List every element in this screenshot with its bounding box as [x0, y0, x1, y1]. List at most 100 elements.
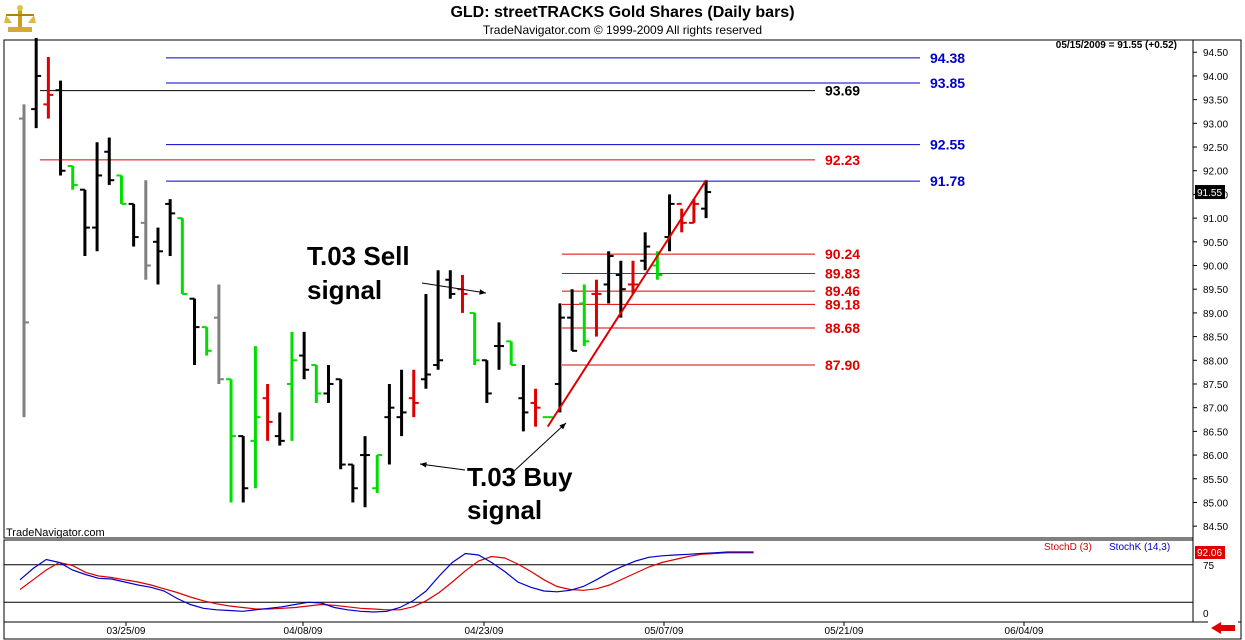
- ohlc-bar: [396, 369, 407, 437]
- ohlc-bar: [274, 412, 285, 446]
- x-tick-label: 03/25/09: [107, 626, 146, 637]
- ohlc-bar: [335, 378, 346, 470]
- y-tick-label: 90.50: [1203, 238, 1228, 249]
- ohlc-bar: [445, 270, 456, 299]
- ohlc-bar: [177, 217, 188, 295]
- ohlc-bar: [323, 365, 334, 403]
- ohlc-bar: [299, 331, 310, 380]
- level-label-93.69: 93.69: [825, 83, 860, 99]
- y-tick-label: 85.00: [1203, 498, 1228, 509]
- ohlc-bar: [116, 174, 127, 205]
- ohlc-bar: [640, 232, 651, 271]
- sell-signal-label-1: T.03 Sell: [307, 241, 410, 271]
- ohlc-bar: [165, 199, 176, 257]
- ohlc-bar: [226, 378, 237, 503]
- y-tick-label: 88.00: [1203, 356, 1228, 367]
- x-tick-label: 05/07/09: [645, 626, 684, 637]
- ohlc-bar: [384, 383, 395, 465]
- watermark: TradeNavigator.com: [6, 527, 105, 539]
- arrow-shaft: [419, 463, 466, 471]
- arrow-head: [559, 423, 566, 430]
- stoch-last-label: 92.06: [1197, 548, 1222, 559]
- ohlc-bar: [372, 454, 383, 493]
- ohlc-bar: [104, 137, 115, 185]
- buy-signal-arrow-2: [512, 422, 567, 473]
- ohlc-bar: [701, 180, 712, 219]
- ohlc-bar: [688, 199, 699, 224]
- ohlc-bar: [554, 303, 565, 413]
- x-tick-label: 06/04/09: [1005, 626, 1044, 637]
- y-tick-label: 94.50: [1203, 48, 1228, 59]
- buy-signal-label-1: T.03 Buy: [467, 462, 573, 492]
- ohlc-bar: [567, 289, 578, 352]
- ohlc-bar: [152, 227, 163, 285]
- ohlc-bar: [92, 142, 103, 252]
- chart-title: GLD: streetTRACKS Gold Shares (Daily bar…: [450, 4, 795, 21]
- y-tick-label: 91.00: [1203, 214, 1228, 225]
- ohlc-bar: [360, 436, 371, 508]
- stoch-tick-label: 75: [1203, 561, 1215, 572]
- ohlc-bar: [67, 164, 78, 190]
- ohlc-bar: [262, 383, 273, 441]
- last-price-label: 91.55: [1197, 188, 1222, 199]
- stoch-line-k: [19, 551, 754, 613]
- ohlc-bar: [79, 188, 90, 257]
- scroll-left-arrow-icon[interactable]: [1208, 620, 1238, 636]
- stoch-legend-k: StochK (14,3): [1109, 542, 1170, 553]
- level-label-91.78: 91.78: [930, 173, 965, 189]
- ohlc-bar: [579, 284, 590, 347]
- ohlc-bar: [201, 326, 212, 356]
- arrow-shaft: [421, 282, 487, 294]
- ohlc-bar: [238, 435, 249, 503]
- level-label-87.90: 87.90: [825, 357, 860, 373]
- ohlc-bar: [433, 270, 444, 370]
- ohlc-bar: [140, 180, 151, 280]
- stoch-panel-frame: [3, 539, 1194, 623]
- y-tick-label: 94.00: [1203, 72, 1228, 83]
- ohlc-bar: [676, 202, 687, 233]
- y-tick-label: 88.50: [1203, 333, 1228, 344]
- scale-logo-icon: [4, 5, 36, 32]
- sell-signal-arrow: [421, 282, 487, 295]
- stoch-last-box: [1195, 546, 1225, 559]
- y-tick-label: 89.50: [1203, 285, 1228, 296]
- ohlc-bar: [347, 463, 358, 503]
- y-tick-label: 86.50: [1203, 427, 1228, 438]
- y-tick-label: 87.00: [1203, 404, 1228, 415]
- stoch-tick-label: 0: [1203, 609, 1209, 620]
- ohlc-bar: [213, 284, 224, 384]
- ohlc-bar: [128, 202, 139, 247]
- y-tick-label: 87.50: [1203, 380, 1228, 391]
- copyright-text: TradeNavigator.com © 1999-2009 All right…: [482, 23, 763, 37]
- ohlc-bar: [408, 369, 419, 418]
- level-label-89.46: 89.46: [825, 283, 860, 299]
- ohlc-bar: [518, 365, 529, 432]
- y-tick-label: 92.00: [1203, 167, 1228, 178]
- level-label-89.83: 89.83: [825, 266, 860, 282]
- trendline: [546, 179, 707, 428]
- buy-signal-label-2: signal: [467, 495, 542, 525]
- ohlc-bar: [494, 322, 505, 370]
- ohlc-bar: [469, 311, 480, 366]
- level-label-94.38: 94.38: [930, 50, 965, 66]
- ohlc-bar: [530, 388, 541, 427]
- arrow-shaft: [512, 422, 567, 473]
- ohlc-bar: [603, 251, 614, 304]
- y-tick-label: 84.50: [1203, 522, 1228, 533]
- y-tick-label: 92.50: [1203, 143, 1228, 154]
- x-tick-label: 04/08/09: [284, 626, 323, 637]
- level-label-89.18: 89.18: [825, 296, 860, 312]
- level-label-92.23: 92.23: [825, 152, 860, 168]
- arrow-head: [479, 289, 486, 295]
- ohlc-bar: [189, 297, 200, 366]
- x-tick-label: 05/21/09: [825, 626, 864, 637]
- level-label-92.55: 92.55: [930, 137, 965, 153]
- ohlc-bar: [506, 340, 517, 367]
- y-tick-label: 86.00: [1203, 451, 1228, 462]
- stoch-legend-d: StochD (3): [1044, 542, 1092, 553]
- ohlc-bar: [43, 56, 54, 119]
- ohlc-bar: [55, 80, 66, 176]
- ohlc-bar: [31, 38, 42, 129]
- y-tick-label: 90.00: [1203, 262, 1228, 273]
